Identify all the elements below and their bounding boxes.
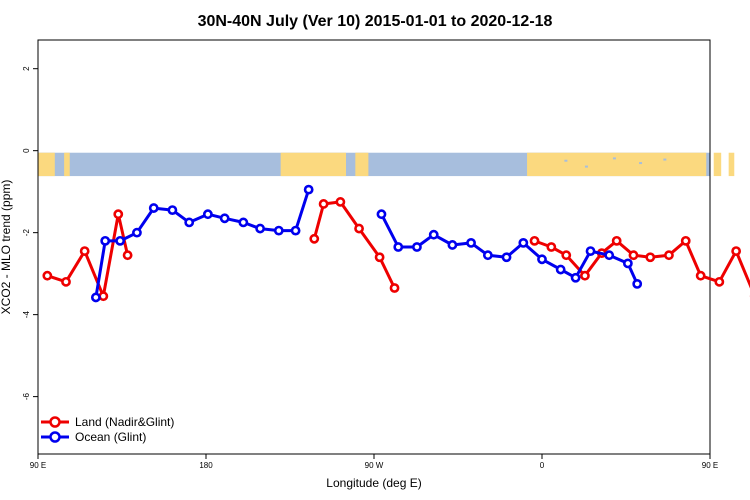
data-point bbox=[318, 199, 329, 209]
legend-label-land: Land (Nadir&Glint) bbox=[75, 415, 174, 429]
series-line bbox=[380, 213, 639, 285]
legend-marker-land bbox=[49, 416, 61, 428]
data-point bbox=[570, 272, 581, 283]
data-point bbox=[611, 235, 622, 246]
legend: Land (Nadir&Glint) Ocean (Glint) bbox=[41, 415, 174, 444]
map-water bbox=[639, 162, 643, 165]
data-point bbox=[680, 235, 691, 246]
data-point bbox=[664, 250, 674, 261]
map-land bbox=[713, 152, 722, 177]
data-point bbox=[273, 225, 284, 236]
data-point bbox=[731, 246, 742, 256]
data-point bbox=[90, 292, 101, 303]
data-point bbox=[412, 242, 422, 252]
data-point bbox=[303, 184, 314, 195]
data-point bbox=[290, 225, 301, 236]
data-point bbox=[202, 209, 213, 220]
x-tick-label: 90 E bbox=[702, 461, 718, 470]
series-line bbox=[312, 200, 396, 289]
data-point bbox=[561, 250, 572, 261]
data-point bbox=[79, 246, 90, 256]
data-point bbox=[98, 291, 109, 302]
x-tick-label: 90 E bbox=[30, 461, 46, 470]
x-axis: 90 E 180 90 W 0 90 E bbox=[30, 454, 718, 470]
data-point bbox=[238, 217, 249, 228]
data-point bbox=[714, 276, 725, 287]
data-point bbox=[537, 254, 547, 265]
y-tick-label: -4 bbox=[22, 311, 31, 319]
data-point bbox=[42, 270, 53, 281]
x-tick-label: 180 bbox=[199, 461, 213, 470]
y-axis-label: XCO2 - MLO trend (ppm) bbox=[0, 180, 13, 315]
data-point bbox=[335, 197, 346, 207]
map-land bbox=[355, 152, 369, 177]
data-point bbox=[115, 235, 126, 246]
data-point bbox=[580, 270, 590, 281]
data-point bbox=[61, 276, 71, 287]
y-axis: 2 0 -2 -4 -6 bbox=[22, 66, 38, 400]
data-point bbox=[122, 250, 133, 261]
map-water bbox=[564, 159, 568, 162]
y-tick-label: -2 bbox=[22, 229, 31, 237]
map-land bbox=[527, 152, 707, 177]
data-point bbox=[148, 203, 159, 213]
data-point bbox=[501, 252, 512, 263]
data-point bbox=[167, 205, 178, 216]
map-land bbox=[728, 152, 735, 177]
data-point bbox=[309, 233, 320, 244]
data-point bbox=[632, 278, 643, 289]
map-land bbox=[280, 152, 346, 177]
data-point bbox=[255, 223, 266, 234]
x-tick-label: 90 W bbox=[365, 461, 384, 470]
chart-title: 30N-40N July (Ver 10) 2015-01-01 to 2020… bbox=[198, 13, 553, 30]
legend-label-ocean: Ocean (Glint) bbox=[75, 430, 146, 444]
data-point bbox=[113, 209, 124, 220]
data-point bbox=[374, 252, 385, 263]
data-point bbox=[428, 229, 439, 240]
map-water bbox=[663, 158, 667, 161]
data-point bbox=[389, 283, 400, 293]
data-point bbox=[529, 235, 540, 246]
data-point bbox=[466, 238, 476, 248]
data-point bbox=[555, 264, 566, 275]
map-land bbox=[64, 152, 70, 177]
series-line bbox=[533, 239, 750, 289]
data-point bbox=[695, 270, 706, 281]
data-point bbox=[622, 258, 633, 269]
data-point bbox=[447, 240, 458, 250]
series-1 bbox=[90, 184, 643, 303]
data-point bbox=[393, 242, 404, 252]
data-point bbox=[482, 250, 493, 261]
y-tick-label: -6 bbox=[22, 393, 31, 401]
data-point bbox=[132, 227, 142, 238]
legend-marker-ocean bbox=[49, 431, 61, 443]
y-tick-label: 2 bbox=[22, 66, 31, 71]
data-point bbox=[518, 238, 529, 248]
y-tick-label: 0 bbox=[22, 148, 31, 153]
data-point bbox=[585, 246, 596, 256]
map-land bbox=[38, 152, 55, 177]
series-0 bbox=[42, 197, 750, 302]
series-line bbox=[46, 212, 130, 298]
x-axis-label: Longitude (deg E) bbox=[326, 476, 421, 490]
x-tick-label: 0 bbox=[540, 461, 545, 470]
map-water bbox=[584, 165, 588, 168]
series-line bbox=[94, 189, 311, 298]
data-point bbox=[184, 217, 195, 228]
map-water bbox=[612, 157, 616, 160]
data-point bbox=[604, 250, 615, 261]
data-point bbox=[546, 242, 557, 252]
data-point bbox=[354, 223, 364, 234]
data-point bbox=[376, 209, 387, 220]
data-point bbox=[219, 213, 230, 224]
data-point bbox=[628, 250, 639, 261]
data-point bbox=[645, 252, 656, 263]
world-map-band bbox=[38, 152, 735, 177]
series-layer bbox=[42, 184, 750, 303]
data-point bbox=[100, 235, 111, 246]
